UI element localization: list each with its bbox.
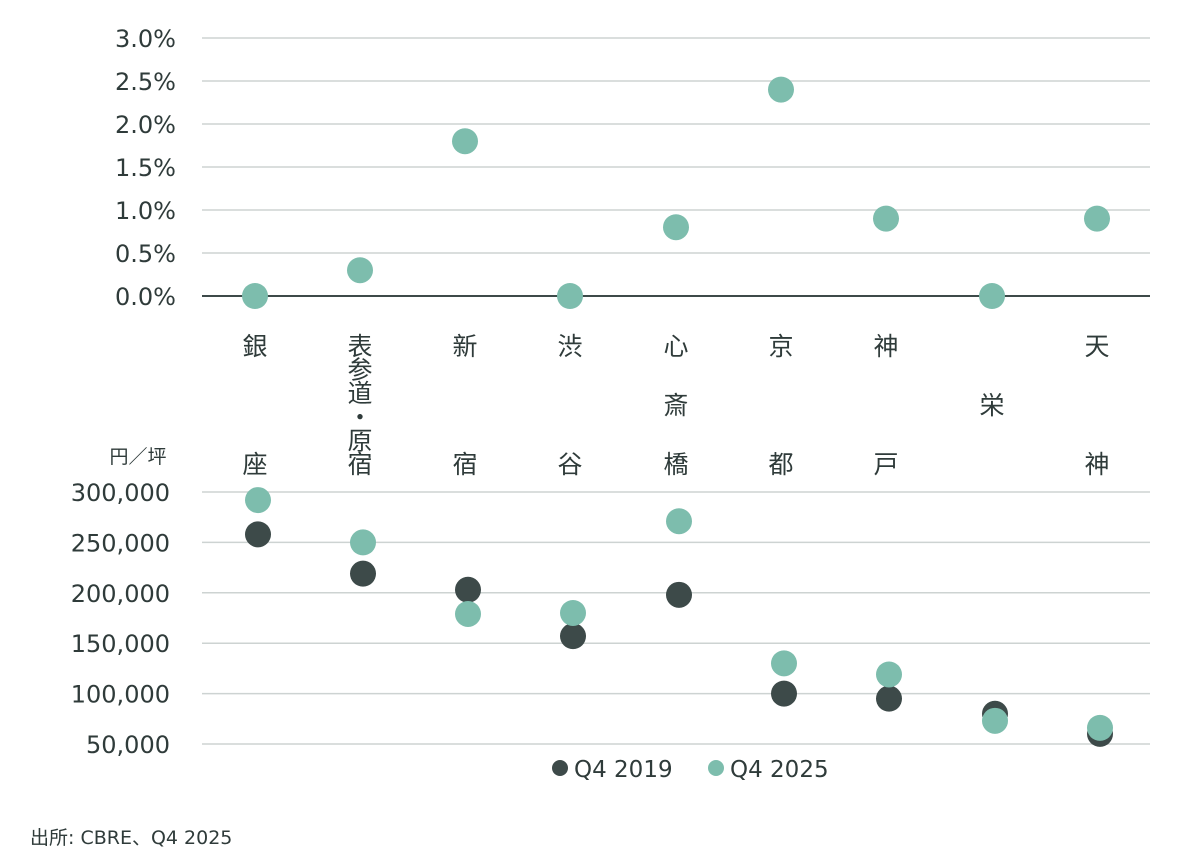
legend: Q4 2019 Q4 2025: [552, 757, 829, 783]
category-label-char: 斎: [663, 391, 688, 420]
top-y-tick-label: 0.0%: [115, 283, 176, 311]
point-q4-2019: [350, 560, 376, 587]
bottom-unit-label: 円／坪: [109, 446, 166, 468]
category-label-char: 参: [347, 356, 372, 385]
category-label-char: 橋: [663, 450, 688, 479]
point-q4-2025: [455, 600, 481, 627]
legend-label-q4-2019: Q4 2019: [574, 757, 673, 783]
legend-label-q4-2025: Q4 2025: [730, 757, 829, 783]
bottom-y-tick-label: 300,000: [71, 479, 170, 507]
point-q4-2025: [666, 508, 692, 535]
top-point: [768, 76, 794, 103]
category-label-char: 栄: [979, 391, 1004, 420]
category-label-char: 銀: [242, 332, 267, 361]
top-y-tick-label: 2.0%: [115, 111, 176, 139]
top-chart-yield: 3.0% 2.5% 2.0% 1.5% 1.0% 0.5% 0.0%: [115, 25, 1150, 311]
category-label-char: 新: [452, 332, 477, 361]
top-y-tick-label: 1.5%: [115, 154, 176, 182]
point-q4-2025: [560, 599, 586, 626]
bottom-y-tick-label: 250,000: [71, 529, 170, 557]
top-point: [557, 283, 583, 309]
point-q4-2019: [245, 521, 271, 548]
point-q4-2019: [560, 623, 586, 650]
top-point: [1084, 205, 1110, 232]
top-point: [979, 283, 1005, 309]
point-q4-2019: [455, 576, 481, 603]
point-q4-2019: [771, 680, 797, 707]
category-label-char: 京: [768, 332, 793, 361]
top-point: [663, 214, 689, 241]
legend-marker-q4-2025: [708, 760, 724, 776]
point-q4-2019: [666, 581, 692, 608]
point-q4-2019: [876, 685, 902, 712]
point-q4-2025: [982, 707, 1008, 734]
category-label-char: ・: [347, 403, 372, 432]
point-q4-2025: [876, 661, 902, 688]
category-label-char: 都: [768, 450, 793, 479]
category-label-char: 神: [873, 332, 898, 361]
top-y-tick-label: 0.5%: [115, 240, 176, 268]
point-q4-2025: [771, 650, 797, 677]
category-label-char: 表: [347, 332, 372, 361]
category-label-char: 原: [347, 426, 372, 455]
top-point: [347, 257, 373, 284]
category-label-char: 渋: [557, 332, 582, 361]
category-label-char: 心: [663, 332, 688, 361]
category-label-char: 天: [1084, 332, 1109, 361]
legend-marker-q4-2019: [552, 760, 568, 776]
top-point: [452, 128, 478, 155]
top-y-tick-label: 1.0%: [115, 197, 176, 225]
top-y-tick-label: 3.0%: [115, 25, 176, 53]
category-label-char: 戸: [873, 450, 898, 479]
category-label-char: 座: [242, 450, 267, 479]
bottom-y-tick-label: 200,000: [71, 580, 170, 608]
bottom-y-tick-label: 50,000: [86, 731, 170, 759]
category-label-char: 宿: [452, 450, 477, 479]
top-point: [242, 283, 268, 309]
point-q4-2025: [350, 529, 376, 556]
top-point: [873, 205, 899, 232]
category-label-char: 谷: [557, 450, 582, 479]
category-label-char: 神: [1084, 450, 1109, 479]
bottom-y-tick-label: 100,000: [71, 681, 170, 709]
category-label-char: 宿: [347, 450, 372, 479]
top-y-tick-label: 2.5%: [115, 68, 176, 96]
point-q4-2025: [245, 487, 271, 514]
bottom-chart-rent: 300,000 250,000 200,000 150,000 100,000 50,00…: [71, 479, 1150, 759]
bottom-y-tick-label: 150,000: [71, 630, 170, 658]
point-q4-2025: [1087, 714, 1113, 741]
source-note: 出所: CBRE、Q4 2025: [30, 827, 232, 849]
category-label-char: 道: [347, 379, 372, 408]
